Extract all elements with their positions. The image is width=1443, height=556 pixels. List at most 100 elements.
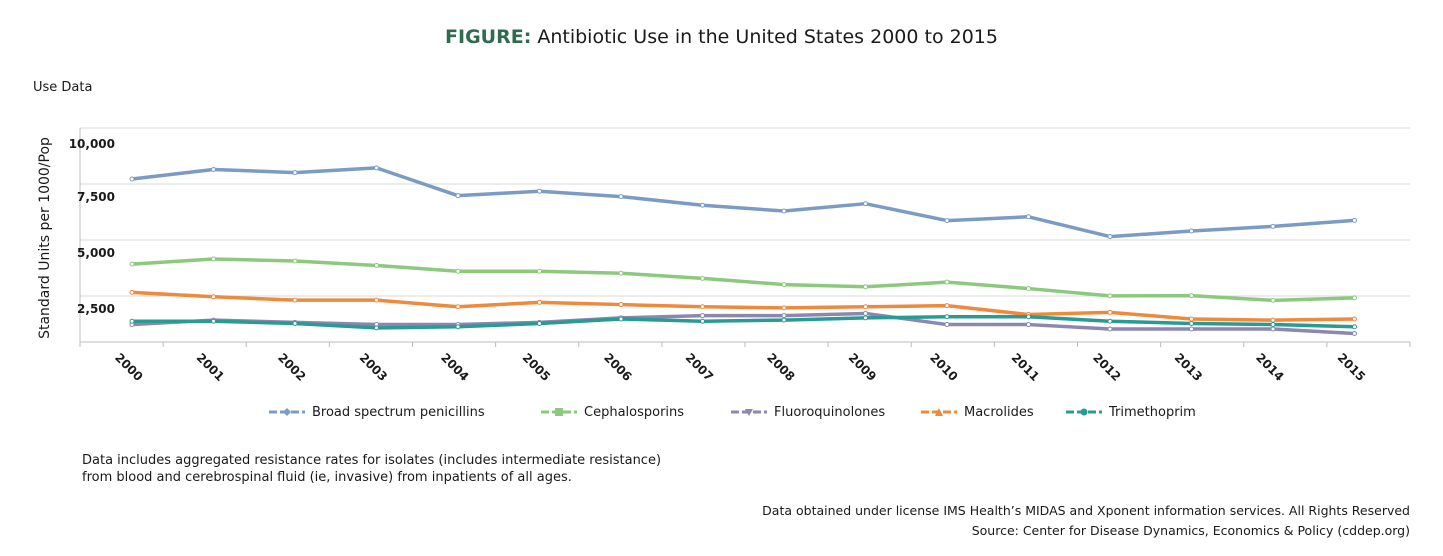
data-point (944, 303, 950, 309)
legend-swatch (541, 408, 577, 416)
x-tick-label: 2009 (846, 350, 880, 384)
data-point (455, 304, 461, 310)
legend-item: Cephalosporins (540, 403, 684, 421)
legend-item: Broad spectrum penicillins (268, 403, 485, 421)
x-tick-label: 2004 (438, 350, 472, 384)
data-point (211, 166, 216, 172)
legend-label: Trimethoprim (1109, 404, 1196, 420)
y-tick-label: 2,500 (77, 302, 115, 316)
data-point (618, 316, 624, 322)
data-point (129, 261, 135, 267)
data-point (618, 302, 624, 308)
series-line (130, 166, 1357, 239)
data-point (781, 282, 787, 288)
x-tick-label: 2001 (194, 350, 228, 384)
x-tick-label: 2012 (1090, 350, 1124, 384)
data-point (1352, 295, 1357, 301)
data-note: Data includes aggregated resistance rate… (82, 452, 661, 486)
data-point (1107, 318, 1113, 324)
x-tick-label: 2013 (1172, 350, 1206, 384)
x-tick-label: 2000 (112, 350, 146, 384)
x-tick-label: 2005 (520, 350, 554, 384)
data-point (1189, 316, 1194, 322)
legend-swatch (731, 409, 767, 416)
data-point (129, 289, 135, 295)
data-point (781, 208, 787, 214)
data-point (1270, 317, 1276, 323)
data-point (292, 258, 298, 264)
data-point (1189, 326, 1194, 332)
x-tick-label: 2008 (764, 350, 798, 384)
data-point (1270, 297, 1276, 303)
data-point (618, 194, 624, 200)
data-point (292, 297, 298, 303)
data-point (1107, 234, 1113, 240)
data-point (700, 313, 705, 319)
data-point (537, 299, 542, 305)
license-credit: Data obtained under license IMS Health’s… (762, 503, 1410, 518)
data-point (292, 320, 298, 326)
data-point (781, 313, 787, 319)
data-point (1026, 286, 1031, 292)
data-point (455, 268, 461, 274)
data-point (374, 325, 379, 331)
data-point (863, 284, 868, 290)
data-point (944, 279, 950, 285)
data-point (1270, 223, 1276, 229)
data-point (1270, 326, 1276, 332)
data-point (863, 310, 868, 316)
data-point (618, 270, 624, 276)
data-note-line-2: from blood and cerebrospinal fluid (ie, … (82, 470, 572, 485)
data-point (374, 297, 379, 303)
data-point (863, 304, 868, 310)
data-point (1026, 214, 1031, 220)
legend-item: Trimethoprim (1065, 403, 1196, 421)
x-tick-label: 2002 (275, 350, 309, 384)
legend-label: Fluoroquinolones (774, 404, 886, 420)
data-point (129, 318, 135, 324)
data-point (374, 262, 379, 268)
source-credit: Source: Center for Disease Dynamics, Eco… (971, 523, 1410, 538)
x-tick-label: 2014 (1253, 350, 1287, 384)
data-point (1026, 322, 1031, 328)
data-note-line-1: Data includes aggregated resistance rate… (82, 453, 662, 468)
data-point (944, 314, 950, 320)
y-tick-label: 5,000 (77, 246, 115, 260)
x-tick-label: 2015 (1335, 350, 1369, 384)
data-point (1352, 217, 1357, 223)
data-point (1189, 320, 1194, 326)
y-tick-label: 7,500 (77, 190, 115, 204)
data-point (1270, 322, 1276, 328)
series-line (130, 315, 1357, 330)
data-point (211, 294, 216, 300)
legend-swatch (921, 408, 957, 416)
x-tick-label: 2010 (927, 350, 961, 384)
data-point (863, 315, 868, 321)
y-tick-label: 10,000 (69, 137, 115, 151)
legend-swatch (269, 408, 305, 416)
figure-prefix: FIGURE: (445, 26, 532, 48)
x-tick-label: 2007 (683, 350, 717, 384)
figure-title: FIGURE: Antibiotic Use in the United Sta… (0, 26, 1443, 48)
data-point (1352, 330, 1357, 336)
data-point (700, 318, 705, 324)
legend-label: Macrolides (964, 404, 1034, 420)
legend-item: Macrolides (920, 403, 1034, 421)
data-point (1107, 326, 1113, 332)
legend-item: Fluoroquinolones (730, 403, 885, 421)
legend-label: Cephalosporins (584, 404, 685, 420)
y-axis-title: Standard Units per 1000/Pop (37, 137, 53, 339)
legend-label: Broad spectrum penicillins (312, 404, 485, 420)
data-point (1107, 309, 1113, 315)
data-point (455, 193, 461, 199)
x-tick-label: 2003 (357, 350, 391, 384)
data-point (1352, 316, 1357, 322)
data-point (700, 304, 705, 310)
data-point (700, 275, 705, 281)
data-point (1189, 228, 1194, 234)
data-point (700, 202, 705, 208)
data-point (537, 320, 542, 326)
data-point (374, 165, 379, 171)
data-point (1352, 324, 1357, 330)
legend-swatch (1066, 408, 1102, 416)
